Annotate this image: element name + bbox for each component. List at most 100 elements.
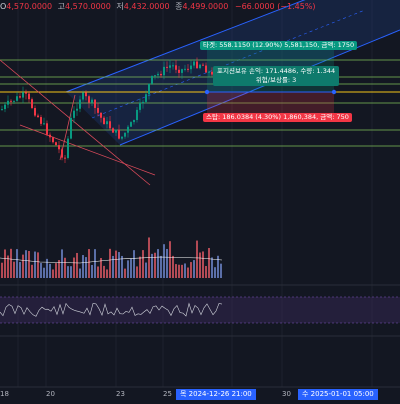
candle-body: [97, 107, 99, 113]
volume-bar: [157, 249, 159, 278]
volume-bar: [220, 263, 222, 278]
volume-bar: [43, 267, 45, 278]
candle-body: [145, 94, 147, 102]
position-info-label[interactable]: 포지션보유 손익: 171.4486, 수량: 1.344 위험/보상률: 3: [213, 66, 340, 86]
crosshair-date-badge-right: 수 2025-01-01 05:00: [298, 389, 378, 400]
candle-body: [10, 100, 12, 102]
candle-body: [106, 121, 108, 125]
volume-bar: [139, 256, 141, 278]
x-tick-label: 23: [116, 390, 125, 398]
crosshair-date-badge: 목 2024-12-26 21:00: [176, 389, 256, 400]
volume-bar: [217, 255, 219, 278]
candle-body: [172, 65, 174, 67]
volume-bar: [151, 253, 153, 278]
candle-body: [169, 65, 171, 68]
candle-body: [70, 117, 72, 139]
candle-body: [208, 71, 210, 73]
entry-handle-right[interactable]: [331, 89, 337, 95]
candle-body: [139, 103, 141, 110]
candle-body: [181, 69, 183, 73]
volume-bar: [199, 252, 201, 278]
trendline-red-2[interactable]: [19, 124, 156, 176]
volume-bar: [142, 250, 144, 278]
volume-bar: [130, 258, 132, 278]
candle-body: [1, 109, 3, 111]
volume-bar: [112, 255, 114, 278]
volume-bar: [22, 254, 24, 278]
candlestick-series: [1, 57, 213, 163]
candle-body: [67, 138, 69, 158]
candle-body: [85, 92, 87, 97]
candle-body: [133, 119, 135, 123]
entry-handle-left[interactable]: [204, 89, 210, 95]
candle-body: [52, 137, 54, 143]
ohlc-open: O: [0, 2, 7, 11]
candle-body: [112, 128, 114, 133]
position-pnl-text: 포지션보유 손익: 171.4486, 수량: 1.344: [217, 67, 336, 75]
ohlc-change: −66.0000 (−1.45%): [234, 2, 316, 11]
ohlc-legend: O4,570.0000 고4,570.0000 저4,432.0000 종4,4…: [0, 1, 316, 15]
ohlc-high-label: 고: [57, 2, 66, 11]
candle-body: [46, 123, 48, 135]
ohlc-close-label: 종: [175, 2, 183, 11]
position-risk-reward-text: 위험/보상률: 3: [255, 76, 297, 84]
candle-body: [202, 64, 204, 66]
candle-body: [55, 142, 57, 146]
volume-bar: [1, 262, 3, 278]
volume-bar: [82, 255, 84, 278]
target-label[interactable]: 타겟: 558.1150 (12.90%) 5,581,150, 금액: 175…: [200, 41, 358, 50]
stop-label[interactable]: 스탑: 186.0384 (4.30%) 1,860,384, 금액: 750: [203, 113, 352, 122]
candle-body: [127, 126, 129, 133]
volume-bar: [76, 252, 78, 278]
candle-body: [82, 92, 84, 100]
candle-body: [19, 96, 21, 98]
ohlc-low-value: 4,432.0000: [123, 2, 170, 11]
candle-body: [13, 100, 15, 102]
volume-bar: [49, 263, 51, 278]
x-tick-label: 18: [0, 390, 9, 398]
candle-body: [25, 92, 27, 94]
x-tick-label: 20: [46, 390, 55, 398]
volume-bar: [169, 241, 171, 278]
volume-bar: [124, 268, 126, 278]
volume-bars: [1, 237, 222, 278]
volume-bar: [58, 260, 60, 278]
volume-bar: [136, 266, 138, 278]
volume-bar: [55, 263, 57, 278]
volume-bar: [211, 257, 213, 278]
volume-bar: [94, 249, 96, 278]
volume-bar: [37, 252, 39, 278]
candle-body: [76, 108, 78, 111]
volume-bar: [106, 269, 108, 278]
candle-body: [196, 61, 198, 69]
candle-body: [178, 69, 180, 73]
stop-zone[interactable]: [207, 92, 334, 114]
channel-upper-line[interactable]: [65, 0, 330, 93]
volume-bar: [181, 264, 183, 278]
volume-bar: [175, 264, 177, 278]
volume-bar: [85, 257, 87, 278]
candle-body: [157, 73, 159, 76]
volume-bar: [172, 255, 174, 278]
volume-bar: [214, 267, 216, 278]
candle-body: [91, 99, 93, 103]
candle-body: [193, 61, 195, 66]
volume-bar: [52, 269, 54, 278]
candle-body: [151, 75, 153, 84]
candle-body: [142, 101, 144, 104]
candle-body: [37, 115, 39, 118]
volume-bar: [109, 248, 111, 278]
volume-bar: [4, 249, 6, 278]
candle-body: [121, 136, 123, 139]
volume-bar: [61, 249, 63, 278]
volume-bar: [160, 255, 162, 278]
candle-body: [16, 96, 18, 101]
candle-body: [49, 134, 51, 138]
volume-bar: [64, 257, 66, 278]
candle-body: [154, 75, 156, 77]
trendline-red-3[interactable]: [59, 94, 76, 161]
candle-body: [115, 129, 117, 133]
volume-bar: [28, 250, 30, 278]
